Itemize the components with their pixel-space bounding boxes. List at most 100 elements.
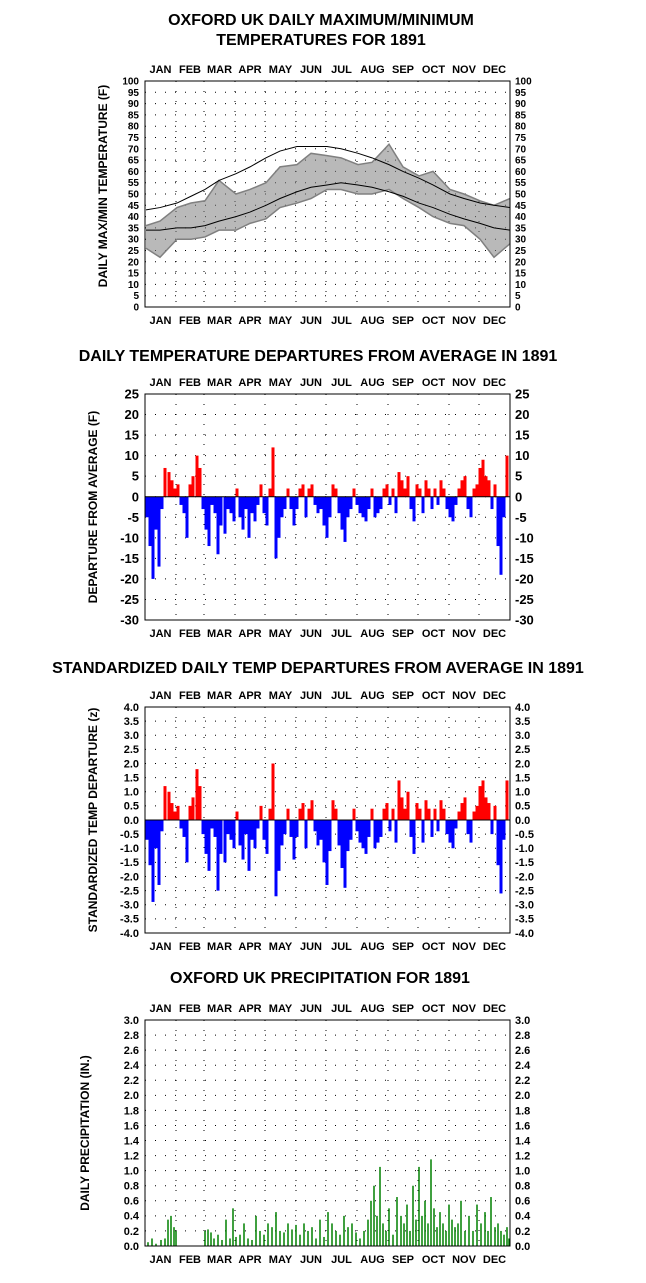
negative-departure-bar: [358, 820, 362, 843]
positive-departure-bar: [460, 480, 464, 497]
y-tick-label-right: -4.0: [515, 928, 534, 940]
precipitation-bar: [164, 1238, 166, 1246]
negative-departure-bar: [213, 496, 217, 514]
positive-departure-bar: [301, 484, 305, 497]
y-tick-label-left: 2.5: [124, 744, 139, 756]
precipitation-bar: [433, 1208, 435, 1246]
month-label-top: MAR: [207, 377, 232, 389]
y-tick-label-left: 0.5: [124, 801, 139, 813]
y-tick-label-left: 4.0: [124, 702, 139, 714]
precipitation-bar: [382, 1223, 384, 1246]
negative-departure-bar: [179, 496, 183, 505]
y-tick-label-right: -25: [515, 592, 534, 607]
y-tick-label-left: 70: [128, 144, 140, 155]
negative-departure-bar: [379, 820, 383, 837]
month-label-bottom: OCT: [422, 315, 446, 327]
precipitation-bar: [442, 1223, 444, 1246]
negative-departure-bar: [223, 820, 227, 863]
month-label-top: SEP: [392, 377, 414, 389]
negative-departure-bar: [151, 820, 155, 902]
precipitation-bar: [451, 1219, 453, 1246]
negative-departure-bar: [421, 820, 425, 843]
precipitation-bar: [279, 1230, 281, 1246]
y-tick-label-left: 1.6: [124, 1120, 139, 1132]
negative-departure-bar: [364, 820, 368, 854]
precipitation-bar: [251, 1239, 253, 1246]
negative-departure-bar: [367, 496, 371, 510]
month-label-top: SEP: [392, 1003, 414, 1015]
precipitation-bar: [454, 1227, 456, 1246]
y-tick-label-left: 2.0: [124, 1090, 139, 1102]
negative-departure-bar: [238, 820, 242, 846]
y-tick-label-right: 90: [515, 99, 527, 110]
month-label-top: DEC: [483, 64, 506, 76]
negative-departure-bar: [499, 496, 503, 575]
positive-departure-bar: [478, 467, 482, 497]
negative-departure-bar: [185, 820, 189, 863]
precipitation-bar: [500, 1230, 502, 1246]
positive-departure-bar: [188, 805, 192, 820]
negative-departure-bar: [466, 820, 470, 835]
precipitation-bar: [445, 1230, 447, 1246]
standardized-y-axis-label: STANDARDIZED TEMP DEPARTURE (z): [86, 708, 100, 933]
y-tick-label-left: 85: [128, 110, 140, 121]
positive-departure-bar: [472, 811, 476, 820]
negative-departure-bar: [349, 820, 353, 840]
negative-departure-bar: [304, 820, 308, 849]
y-tick-label-right: 65: [515, 156, 527, 167]
y-tick-label-right: 4.0: [515, 702, 530, 714]
y-tick-label-right: 100: [515, 77, 532, 88]
negative-departure-bar: [319, 820, 323, 840]
negative-departure-bar: [213, 820, 217, 837]
y-tick-label-right: -1.5: [515, 857, 534, 869]
precipitation-bar: [376, 1215, 378, 1246]
y-tick-label-left: -3.5: [120, 914, 139, 926]
month-label-bottom: JUL: [331, 1254, 352, 1266]
negative-departure-bar: [145, 496, 149, 518]
y-tick-label-right: 25: [515, 246, 527, 257]
month-label-bottom: DEC: [483, 315, 506, 327]
month-label-bottom: JUL: [331, 941, 352, 953]
negative-departure-bar: [373, 820, 377, 849]
month-label-bottom: JUN: [300, 315, 322, 327]
month-label-bottom: SEP: [392, 628, 414, 640]
positive-departure-bar: [418, 808, 422, 820]
positive-departure-bar: [331, 800, 335, 820]
negative-departure-bar: [337, 820, 341, 846]
month-label-bottom: MAY: [269, 1254, 293, 1266]
precipitation-bar: [487, 1230, 489, 1246]
precipitation-bar: [355, 1232, 357, 1246]
departure-chart-title: DAILY TEMPERATURE DEPARTURES FROM AVERAG…: [79, 348, 558, 365]
positive-departure-bar: [505, 780, 509, 820]
positive-departure-bar: [391, 808, 395, 820]
precipitation-bar: [484, 1212, 486, 1246]
precipitation-bar: [421, 1215, 423, 1246]
y-tick-label-left: 75: [128, 133, 140, 144]
y-tick-label-left: -3.0: [120, 900, 139, 912]
precipitation-bar: [327, 1212, 329, 1246]
negative-departure-bar: [454, 820, 458, 829]
negative-departure-bar: [436, 820, 440, 832]
y-tick-label-right: 2.6: [515, 1045, 530, 1057]
negative-departure-bar: [322, 820, 326, 863]
y-tick-label-right: 0.4: [515, 1211, 531, 1223]
month-label-bottom: FEB: [179, 1254, 201, 1266]
negative-departure-bar: [148, 820, 152, 866]
plot-border: [144, 393, 511, 621]
temperature-chart: OXFORD UK DAILY MAXIMUM/MINIMUM TEMPERAT…: [96, 12, 532, 327]
precipitation-bar: [503, 1234, 505, 1246]
positive-departure-bar: [400, 797, 404, 820]
month-label-top: APR: [238, 377, 261, 389]
negative-departure-bar: [154, 496, 158, 530]
y-tick-label-right: -15: [515, 551, 534, 566]
precipitation-bar: [239, 1234, 241, 1246]
positive-departure-bar: [370, 808, 374, 820]
positive-departure-bar: [427, 808, 431, 820]
temperature-chart-title: OXFORD UK DAILY MAXIMUM/MINIMUM: [168, 12, 474, 29]
y-tick-label-left: 20: [128, 257, 140, 268]
negative-departure-bar: [349, 496, 353, 510]
y-tick-label-right: -3.5: [515, 914, 534, 926]
y-tick-label-right: 2.0: [515, 1090, 530, 1102]
positive-departure-bar: [334, 808, 338, 820]
